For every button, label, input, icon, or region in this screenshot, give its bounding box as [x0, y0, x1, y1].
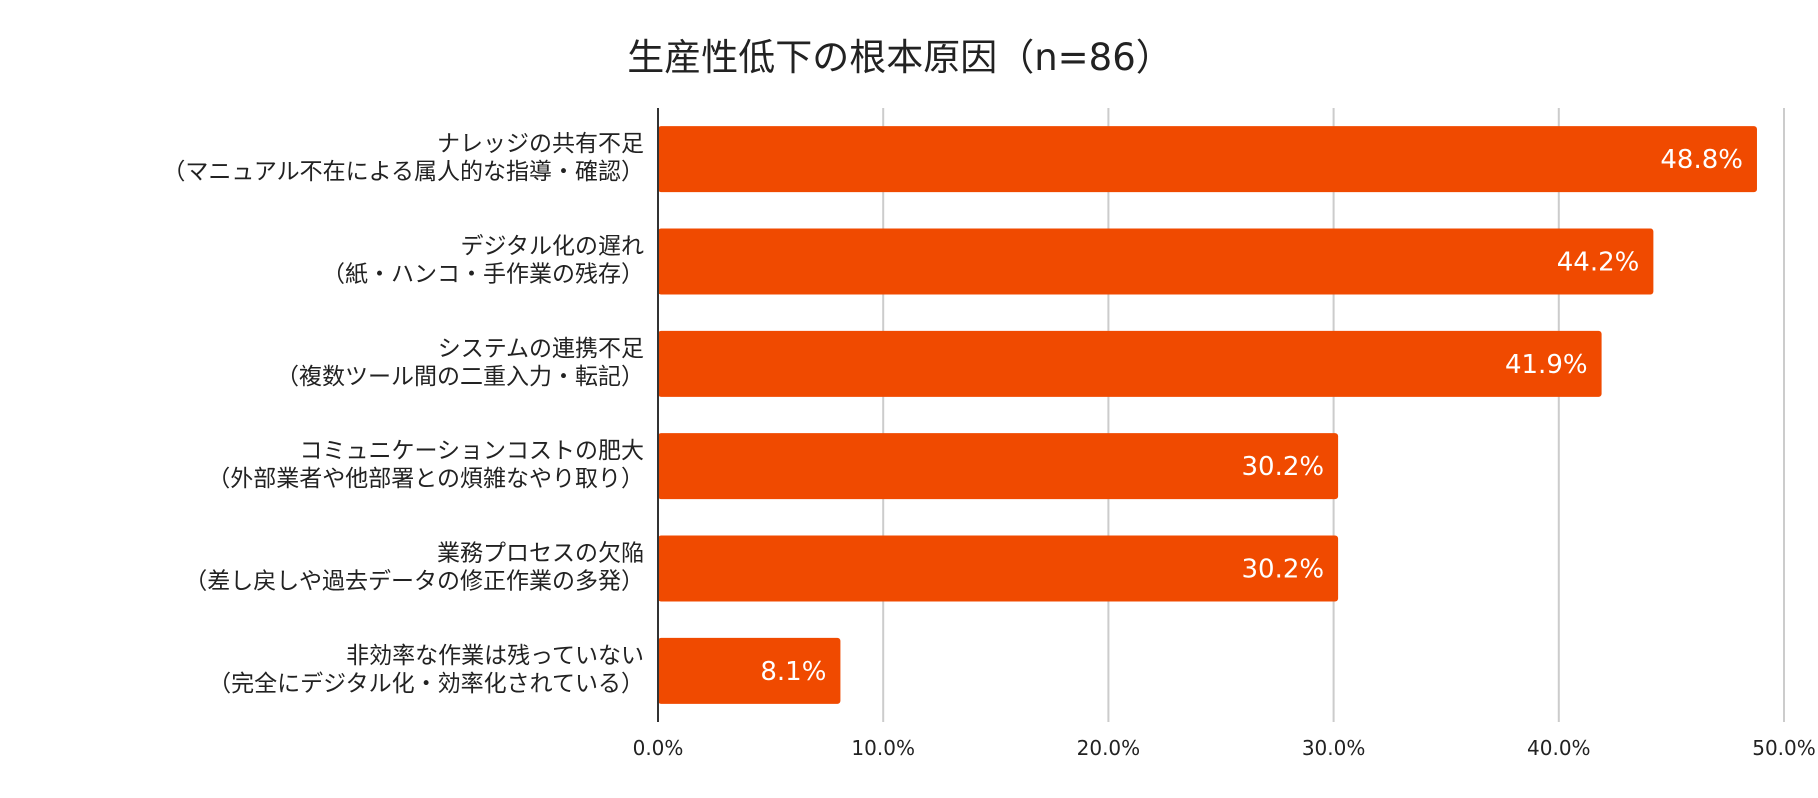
category-label: （マニュアル不在による属人的な指導・確認）: [162, 159, 644, 185]
x-tick-label: 10.0%: [851, 736, 915, 760]
category-label: デジタル化の遅れ: [460, 234, 644, 260]
category-labels: ナレッジの共有不足（マニュアル不在による属人的な指導・確認） デジタル化の遅れ（紙…: [162, 131, 644, 697]
category-label: （差し戻しや過去データの修正作業の多発）: [184, 569, 644, 595]
data-label: 8.1%: [760, 657, 826, 687]
bar: [658, 433, 1339, 500]
category-label: （紙・ハンコ・手作業の残存）: [322, 262, 644, 288]
x-tick-label: 30.0%: [1302, 736, 1366, 760]
bar: [658, 228, 1654, 295]
x-tick-label: 20.0%: [1077, 736, 1141, 760]
data-label: 48.8%: [1660, 145, 1743, 175]
category-label: ナレッジの共有不足: [437, 131, 644, 157]
x-tick-label: 40.0%: [1527, 736, 1591, 760]
bar: [658, 637, 841, 704]
category-label: 非効率な作業は残っていない: [346, 643, 644, 669]
category-label: 業務プロセスの欠陥: [437, 541, 644, 567]
category-label: コミュニケーションコストの肥大: [299, 438, 644, 464]
category-label: システムの連携不足: [438, 336, 644, 362]
data-label: 41.9%: [1505, 350, 1588, 380]
grid: [882, 108, 1785, 722]
x-tick-label: 0.0%: [633, 736, 684, 760]
bar: [658, 330, 1602, 397]
bar: [658, 126, 1757, 193]
chart-title: 生産性低下の根本原因（n=86）: [627, 36, 1173, 79]
category-label: （外部業者や他部署との煩雑なやり取り）: [207, 466, 644, 492]
data-label: 30.2%: [1241, 452, 1324, 482]
x-tick-label: 50.0%: [1752, 736, 1816, 760]
bar: [658, 535, 1339, 602]
data-label: 30.2%: [1241, 555, 1324, 585]
bars: 48.8% 44.2% 41.9% 30.2% 30.2% 8.1%: [658, 126, 1757, 704]
category-label: （完全にデジタル化・効率化されている）: [208, 671, 644, 697]
category-label: （複数ツール間の二重入力・転記）: [276, 364, 644, 390]
x-axis-ticks: 0.0% 10.0% 20.0% 30.0% 40.0% 50.0%: [633, 736, 1816, 760]
data-label: 44.2%: [1557, 248, 1640, 278]
